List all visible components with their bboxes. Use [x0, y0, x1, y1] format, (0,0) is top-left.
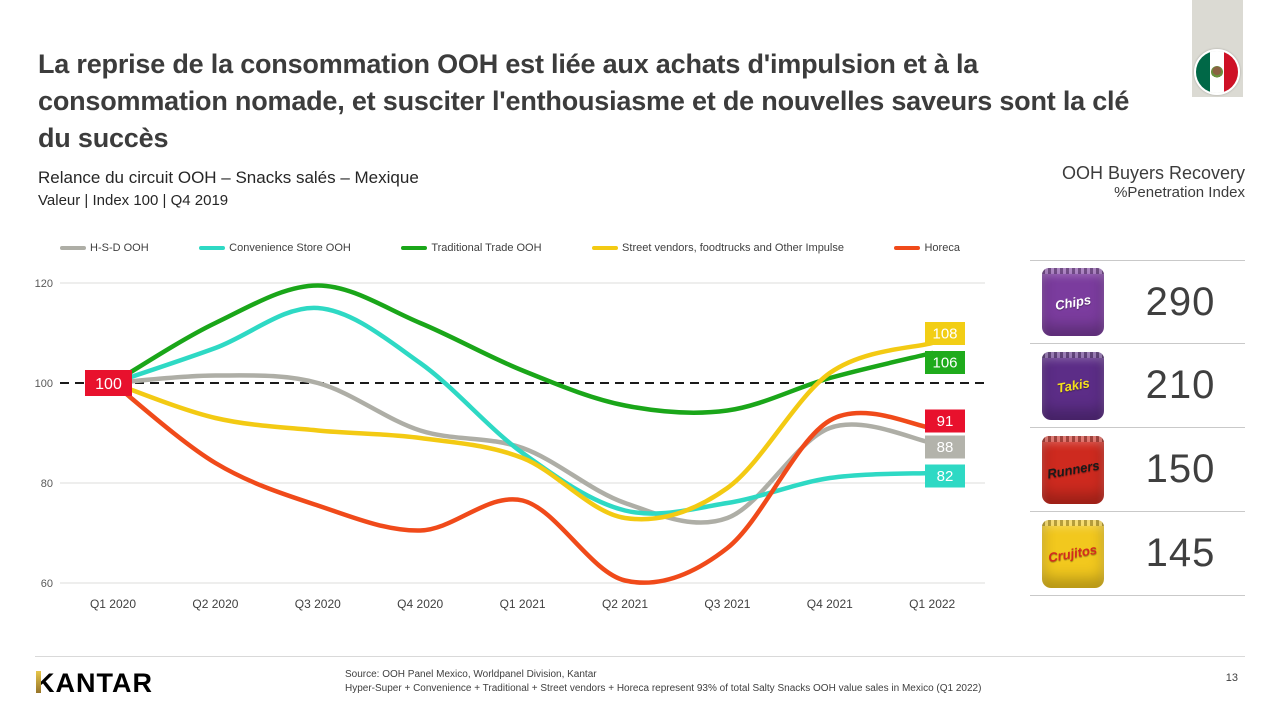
- x-axis-tick-label: Q1 2022: [909, 597, 955, 611]
- footer-divider: [35, 656, 1245, 657]
- legend-swatch-icon: [199, 246, 226, 250]
- chart-metric-line: Valeur | Index 100 | Q4 2019: [38, 192, 229, 209]
- product-row-crujitos: Crujitos 145: [1030, 512, 1245, 596]
- x-axis-tick-label: Q1 2020: [90, 597, 136, 611]
- source-note: Source: OOH Panel Mexico, Worldpanel Div…: [345, 668, 981, 696]
- x-axis-tick-label: Q3 2020: [295, 597, 341, 611]
- runners-bag-image: Runners: [1042, 435, 1104, 504]
- x-axis-tick-label: Q4 2021: [807, 597, 853, 611]
- legend-item-3: Traditional Trade OOH: [401, 242, 542, 254]
- product-row-chips: Chips 290: [1030, 260, 1245, 344]
- legend-swatch-icon: [60, 246, 86, 250]
- legend-label: Traditional Trade OOH: [431, 242, 542, 254]
- x-axis-tick-label: Q4 2020: [397, 597, 443, 611]
- series-line-3: [110, 283, 935, 415]
- page-number: 13: [1225, 672, 1238, 684]
- panel-title-line1: OOH Buyers Recovery: [1061, 163, 1245, 183]
- source-line-2: Hyper-Super + Convenience + Traditional …: [345, 683, 982, 694]
- crujitos-bag-image: Crujitos: [1042, 519, 1104, 588]
- y-axis-tick-label: 80: [41, 478, 53, 490]
- legend-item-1: H-S-D OOH: [60, 242, 149, 254]
- end-value-badge-1: [925, 435, 965, 459]
- chips-bag-image: Chips: [1042, 268, 1104, 336]
- y-axis-tick-label: 120: [35, 278, 53, 290]
- flag-green-band: [1196, 51, 1211, 93]
- panel-title-line2: %Penetration Index: [1114, 184, 1245, 201]
- end-value-badge-2: [925, 464, 965, 488]
- y-axis-tick-label: 100: [35, 378, 53, 390]
- end-value-text-5: 91: [937, 413, 954, 430]
- mexico-flag-icon: [1194, 49, 1240, 95]
- series-line-4: [110, 340, 935, 522]
- y-axis-tick-label: 60: [41, 578, 53, 590]
- end-value-badge-3: [925, 351, 965, 374]
- penetration-index-value: 210: [1145, 363, 1216, 407]
- legend-label: Street vendors, foodtrucks and Other Imp…: [622, 242, 844, 254]
- kantar-logo-text: KANTAR: [35, 668, 153, 698]
- end-value-text-4: 108: [932, 326, 957, 343]
- source-line-1: Source: OOH Panel Mexico, Worldpanel Div…: [345, 669, 597, 680]
- kantar-logo-gold-accent: [36, 671, 41, 693]
- product-brand-label: Crujitos: [1047, 541, 1099, 566]
- product-row-takis: Takis 210: [1030, 344, 1245, 428]
- end-value-text-2: 82: [937, 468, 954, 485]
- panel-title: OOH Buyers Recovery %Penetration Index: [1062, 163, 1245, 201]
- legend-item-2: Convenience Store OOH: [199, 242, 351, 254]
- legend-item-4: Street vendors, foodtrucks and Other Imp…: [592, 242, 844, 254]
- penetration-index-panel: Chips 290 Takis 210 Runners 150 Crujitos 145: [1030, 260, 1245, 596]
- page-title: La reprise de la consommation OOH est li…: [38, 49, 1130, 153]
- product-image-cell: Chips: [1030, 268, 1116, 336]
- flag-eagle-emblem: [1211, 66, 1223, 78]
- line-chart: 120 100 80 60 Q1 2020 Q2 2020 Q3 2020 Q4 2020 Q1…: [25, 268, 990, 616]
- end-value-badge-4: [925, 322, 965, 345]
- end-value-text-3: 106: [932, 355, 957, 372]
- product-brand-label: Takis: [1055, 375, 1091, 396]
- chart-subtitle: Relance du circuit OOH – Snacks salés – …: [38, 168, 419, 187]
- chart-legend: H-S-D OOH Convenience Store OOH Traditiona…: [60, 242, 960, 254]
- baseline-value-text: 100: [95, 376, 122, 393]
- takis-bag-image: Takis: [1042, 351, 1104, 420]
- series-line-5: [110, 380, 935, 585]
- x-axis-tick-label: Q2 2021: [602, 597, 648, 611]
- legend-swatch-icon: [894, 246, 921, 250]
- baseline-value-badge: [85, 370, 132, 396]
- flag-red-band: [1223, 51, 1238, 93]
- legend-label: H-S-D OOH: [90, 242, 149, 254]
- penetration-index-value: 150: [1145, 447, 1216, 491]
- product-image-cell: Takis: [1030, 351, 1116, 420]
- penetration-index-value: 290: [1145, 279, 1216, 324]
- legend-swatch-icon: [592, 246, 619, 250]
- legend-label: Convenience Store OOH: [229, 242, 351, 254]
- chart-svg: 120 100 80 60 Q1 2020 Q2 2020 Q3 2020 Q4 2020 Q1…: [35, 278, 985, 611]
- product-row-runners: Runners 150: [1030, 428, 1245, 512]
- end-value-text-1: 88: [937, 439, 954, 456]
- x-axis-tick-label: Q1 2021: [500, 597, 546, 611]
- product-image-cell: Runners: [1030, 435, 1116, 504]
- kantar-logo: KANTAR: [35, 668, 153, 699]
- legend-item-5: Horeca: [894, 242, 960, 254]
- legend-label: Horeca: [924, 242, 960, 254]
- series-line-2: [110, 305, 935, 516]
- x-axis-tick-label: Q2 2020: [192, 597, 238, 611]
- product-brand-label: Runners: [1045, 457, 1101, 482]
- legend-swatch-icon: [401, 246, 428, 250]
- product-image-cell: Crujitos: [1030, 519, 1116, 588]
- penetration-index-value: 145: [1145, 531, 1216, 575]
- product-brand-label: Chips: [1053, 291, 1093, 313]
- x-axis-tick-label: Q3 2021: [704, 597, 750, 611]
- end-value-badge-5: [925, 409, 965, 433]
